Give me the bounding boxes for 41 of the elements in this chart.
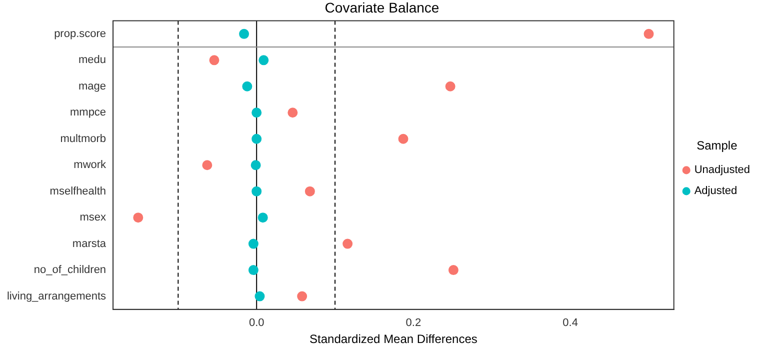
point bbox=[304, 186, 315, 196]
y-tick-label: msex bbox=[80, 212, 107, 224]
legend-label: Unadjusted bbox=[694, 164, 750, 176]
point bbox=[445, 81, 456, 92]
point bbox=[133, 212, 144, 223]
point bbox=[448, 265, 458, 276]
x-tick-label: 0.0 bbox=[248, 317, 264, 330]
point bbox=[250, 160, 261, 170]
y-tick-label: marsta bbox=[72, 238, 107, 250]
point bbox=[258, 55, 269, 66]
point bbox=[248, 265, 258, 276]
point bbox=[644, 28, 654, 39]
point bbox=[252, 108, 262, 118]
point bbox=[398, 134, 408, 144]
point bbox=[252, 134, 262, 144]
y-tick-label: medu bbox=[78, 54, 106, 66]
x-axis-title: Standardized Mean Differences bbox=[310, 332, 478, 346]
point bbox=[252, 186, 262, 196]
point bbox=[342, 238, 353, 249]
point bbox=[258, 212, 268, 223]
point bbox=[202, 160, 212, 170]
point bbox=[209, 55, 220, 66]
y-tick-label: mwork bbox=[74, 159, 107, 172]
point bbox=[248, 238, 258, 249]
y-tick-label: no_of_children bbox=[34, 264, 106, 276]
y-tick-label: mage bbox=[78, 80, 106, 92]
point bbox=[297, 291, 308, 302]
legend-title: Sample bbox=[696, 138, 738, 153]
point bbox=[239, 28, 250, 39]
y-tick-label: prop.score bbox=[54, 28, 106, 40]
y-tick-label: mselfhealth bbox=[50, 185, 106, 198]
point bbox=[288, 108, 298, 118]
x-tick-label: 0.2 bbox=[406, 317, 422, 330]
chart-title: Covariate Balance bbox=[324, 0, 440, 16]
y-tick-label: multmorb bbox=[60, 132, 106, 145]
point bbox=[254, 291, 265, 302]
y-tick-label: living_arrangements bbox=[6, 290, 107, 302]
point bbox=[242, 81, 252, 92]
legend-label: Adjusted bbox=[694, 185, 738, 198]
x-tick-label: 0.4 bbox=[562, 317, 578, 330]
y-tick-label: mmpce bbox=[70, 106, 106, 119]
